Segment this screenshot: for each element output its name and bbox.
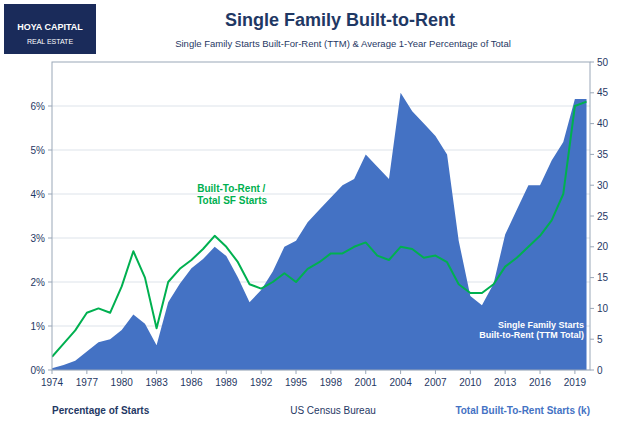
y2-tick-label: 5 [597, 334, 603, 345]
y2-tick [590, 154, 594, 155]
chart: HOYA CAPITAL REAL ESTATE Single Family Bui… [0, 0, 640, 426]
x-tick [191, 370, 192, 374]
y2-tick [590, 370, 594, 371]
x-tick-label: 2004 [389, 377, 412, 388]
x-tick [540, 370, 541, 374]
x-tick [330, 370, 331, 374]
x-tick [296, 370, 297, 374]
title: Single Family Built-to-Rent [225, 10, 455, 30]
y-tick-label: 0% [31, 365, 46, 376]
annotation: Built-To-Rent /Total SF Starts [197, 183, 267, 206]
y2-tick [590, 308, 594, 309]
x-tick-label: 1998 [320, 377, 343, 388]
x-tick [365, 370, 366, 374]
line [52, 102, 587, 357]
annotation: Single Family StartsBuilt-to-Rent (TTM T… [479, 320, 584, 341]
y2-tick-label: 50 [597, 57, 609, 68]
x-tick-label: 2013 [494, 377, 517, 388]
y-tick [48, 106, 52, 107]
y2-tick [590, 277, 594, 278]
y2-tick-label: 15 [597, 272, 609, 283]
y2-tick [590, 216, 594, 217]
y-tick [48, 238, 52, 239]
grid-line [52, 194, 590, 195]
x-tick-label: 1989 [215, 377, 238, 388]
y2-tick [590, 246, 594, 247]
y-tick [48, 326, 52, 327]
plot-frame [52, 62, 590, 370]
plot-data [52, 93, 587, 370]
y-tick [48, 282, 52, 283]
x-tick [52, 370, 53, 374]
y-tick [48, 150, 52, 151]
logo-subtext: REAL ESTATE [27, 38, 73, 45]
y2-tick [590, 185, 594, 186]
x-tick [121, 370, 122, 374]
x-tick-label: 2001 [355, 377, 378, 388]
x-tick-label: 1995 [285, 377, 308, 388]
logo-box [4, 4, 96, 54]
y-axis: 0% 1% 2% 3% 4% 5% 6% [31, 101, 52, 376]
x-tick [261, 370, 262, 374]
y2-tick-label: 40 [597, 118, 609, 129]
x-tick [86, 370, 87, 374]
grid-line [52, 106, 590, 107]
y2-tick-label: 10 [597, 303, 609, 314]
y2-axis-label: Total Built-To-Rent Starts (k) [455, 405, 590, 416]
x-tick-label: 1983 [145, 377, 168, 388]
x-tick [505, 370, 506, 374]
x-tick-label: 2019 [564, 377, 587, 388]
source-note: US Census Bureau [290, 405, 376, 416]
y2-tick-label: 35 [597, 149, 609, 160]
subtitle: Single Family Starts Built-For-Rent (TTM… [175, 38, 511, 49]
x-tick-label: 2016 [529, 377, 552, 388]
grid-line [52, 150, 590, 151]
y-tick-label: 3% [31, 233, 46, 244]
x-tick-label: 1986 [180, 377, 203, 388]
x-tick-label: 1992 [250, 377, 273, 388]
y-tick-label: 1% [31, 321, 46, 332]
y2-tick [590, 339, 594, 340]
y-tick [48, 194, 52, 195]
y2-tick-label: 30 [597, 180, 609, 191]
x-tick-label: 1977 [76, 377, 99, 388]
y2-tick-label: 45 [597, 87, 609, 98]
x-tick [470, 370, 471, 374]
x-tick [156, 370, 157, 374]
logo-text: HOYA CAPITAL [17, 22, 83, 32]
x-tick [400, 370, 401, 374]
x-tick [574, 370, 575, 374]
y2-tick-label: 20 [597, 241, 609, 252]
y2-tick-label: 0 [597, 365, 603, 376]
y-tick-label: 4% [31, 189, 46, 200]
y-tick [48, 370, 52, 371]
x-tick-label: 1974 [41, 377, 64, 388]
y2-tick [590, 123, 594, 124]
logo: HOYA CAPITAL REAL ESTATE [4, 4, 96, 54]
y2-tick [590, 92, 594, 93]
x-tick [226, 370, 227, 374]
y-tick-label: 6% [31, 101, 46, 112]
y-tick-label: 5% [31, 145, 46, 156]
y-tick-label: 2% [31, 277, 46, 288]
x-axis: 1974 1977 1980 1983 1986 1989 1992 1995 1998 2001… [41, 370, 587, 388]
y2-tick [590, 62, 594, 63]
x-tick-label: 2007 [424, 377, 447, 388]
y-axis-label: Percentage of Starts [52, 405, 150, 416]
x-tick-label: 1980 [111, 377, 134, 388]
area [52, 93, 587, 370]
y2-axis: 0 5 10 15 20 25 30 35 40 45 50 [590, 57, 609, 376]
x-tick [435, 370, 436, 374]
y2-tick-label: 25 [597, 211, 609, 222]
x-tick-label: 2010 [459, 377, 482, 388]
